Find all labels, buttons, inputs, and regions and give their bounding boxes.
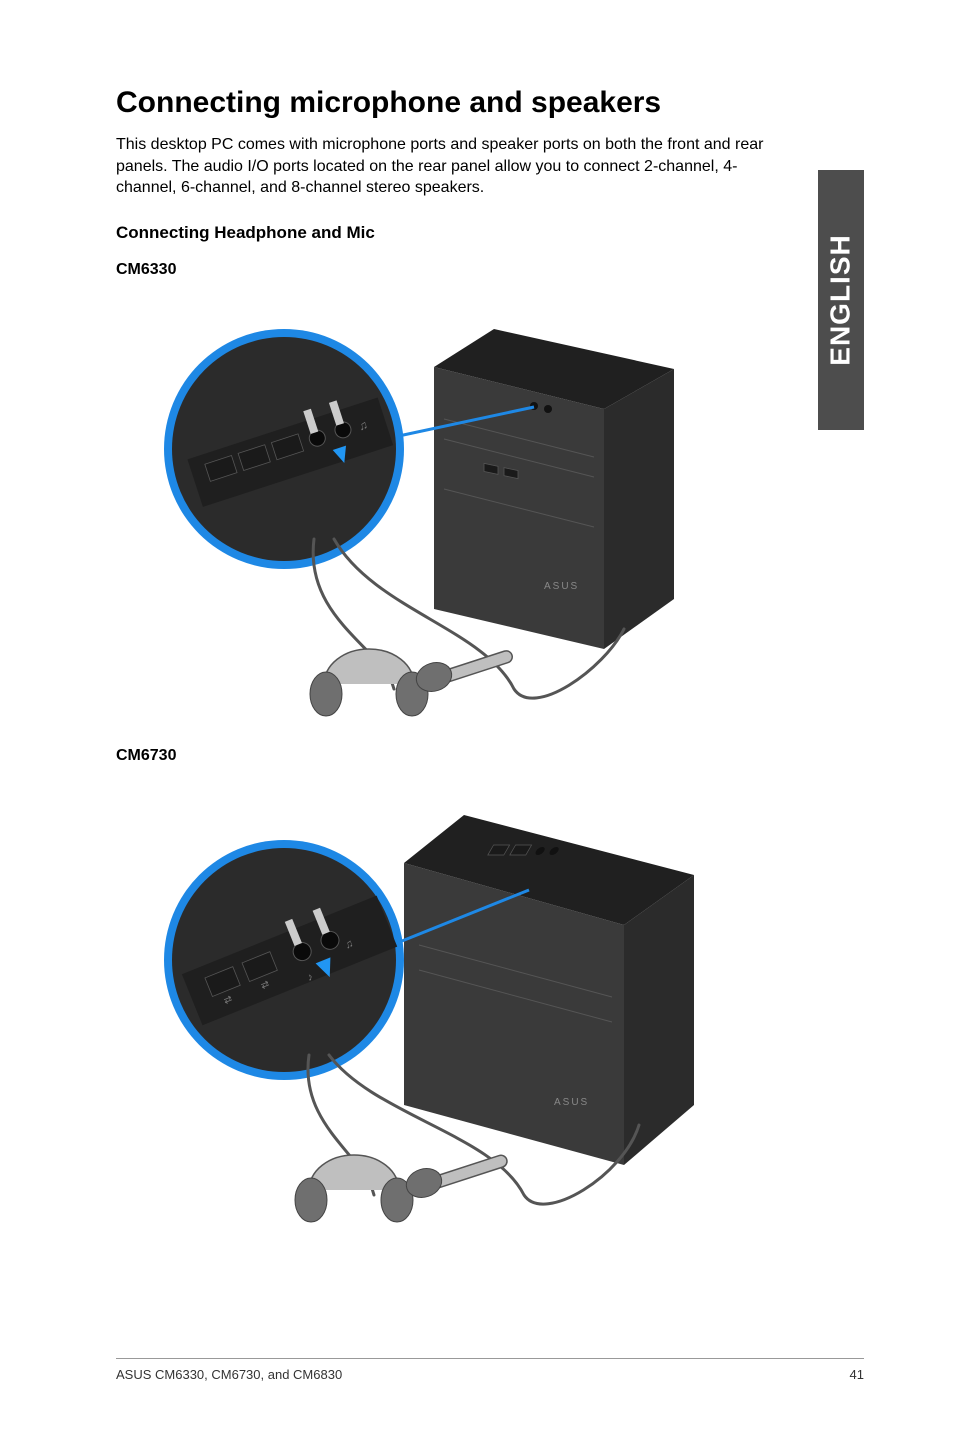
footer-page-number: 41 — [850, 1367, 864, 1382]
callout-detail-icon: ♫ — [164, 329, 404, 569]
language-tab-label: ENGLISH — [825, 234, 857, 365]
headphones-icon — [295, 1155, 413, 1222]
illustration-cm6730: ASUS ⇄ — [134, 775, 734, 1235]
figure-cm6330: ASUS — [134, 289, 734, 729]
page-footer: ASUS CM6330, CM6730, and CM6830 41 — [116, 1358, 864, 1382]
model-heading-cm6730: CM6730 — [116, 747, 864, 765]
manual-page: ENGLISH Connecting microphone and speake… — [0, 0, 954, 1438]
brand-logo-text: ASUS — [554, 1097, 589, 1108]
subheading: Connecting Headphone and Mic — [116, 223, 864, 243]
intro-paragraph: This desktop PC comes with microphone po… — [116, 134, 776, 199]
callout-detail-icon: ⇄ ⇄ ♪ ♫ — [164, 840, 404, 1080]
pc-tower-icon: ASUS — [404, 815, 694, 1165]
microphone-icon — [403, 1154, 509, 1202]
pc-tower-icon: ASUS — [434, 329, 674, 649]
language-tab: ENGLISH — [818, 170, 864, 430]
brand-logo-text: ASUS — [544, 581, 579, 592]
footer-left-text: ASUS CM6330, CM6730, and CM6830 — [116, 1367, 342, 1382]
page-title: Connecting microphone and speakers — [116, 86, 864, 120]
illustration-cm6330: ASUS — [134, 289, 734, 729]
model-heading-cm6330: CM6330 — [116, 261, 864, 279]
headphones-icon — [310, 649, 428, 716]
microphone-icon — [413, 649, 514, 696]
figure-cm6730: ASUS ⇄ — [134, 775, 734, 1215]
